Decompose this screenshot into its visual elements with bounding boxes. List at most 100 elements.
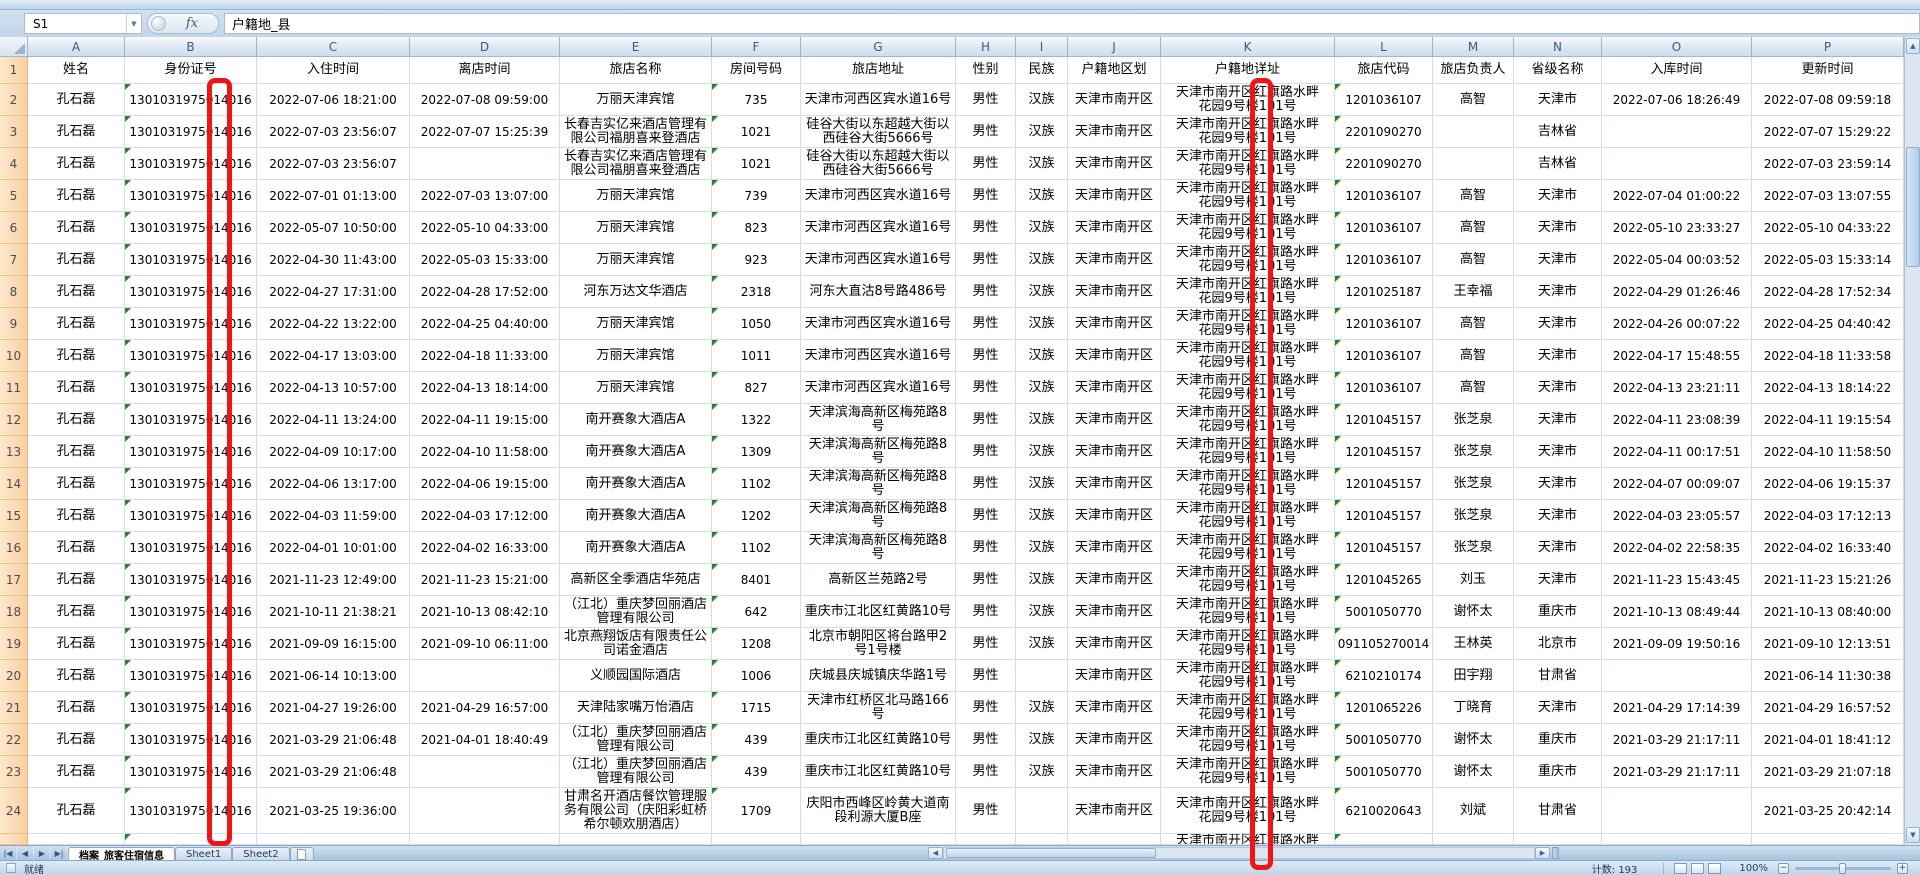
cell-C8[interactable]: 2022-04-27 17:31:00 <box>257 276 410 308</box>
cell-K20[interactable]: 天津市南开区红旗路水畔 花园9号楼101号 <box>1161 660 1335 692</box>
name-box-dropdown-icon[interactable]: ▼ <box>126 14 141 33</box>
cell-A3[interactable]: 孔石磊 <box>28 116 125 148</box>
cell-K24[interactable]: 天津市南开区红旗路水畔 花园9号楼101号 <box>1161 788 1335 834</box>
cell-E22[interactable]: （江北）重庆梦回丽酒店管理有限公司 <box>560 724 712 756</box>
cell-B8[interactable]: 1301031975014016 <box>125 276 257 308</box>
cell-D1[interactable]: 离店时间 <box>410 57 560 84</box>
cell-O19[interactable]: 2021-09-09 19:50:16 <box>1602 628 1752 660</box>
cell-N7[interactable]: 天津市 <box>1514 244 1602 276</box>
cell-N18[interactable]: 重庆市 <box>1514 596 1602 628</box>
cell-J21[interactable]: 天津市南开区 <box>1068 692 1161 724</box>
cell-D6[interactable]: 2022-05-10 04:33:00 <box>410 212 560 244</box>
cell-I7[interactable]: 汉族 <box>1016 244 1068 276</box>
cell-M21[interactable]: 丁晓育 <box>1433 692 1514 724</box>
cell-H7[interactable]: 男性 <box>956 244 1016 276</box>
cell-G14[interactable]: 天津滨海高新区梅苑路8号 <box>801 468 956 500</box>
cell-B12[interactable]: 1301031975014016 <box>125 404 257 436</box>
cell-O12[interactable]: 2022-04-11 23:08:39 <box>1602 404 1752 436</box>
cell-P16[interactable]: 2022-04-02 16:33:40 <box>1752 532 1904 564</box>
cell-F11[interactable]: 827 <box>712 372 801 404</box>
cell-G19[interactable]: 北京市朝阳区将台路甲2号1号楼 <box>801 628 956 660</box>
column-header-N[interactable]: N <box>1514 37 1602 57</box>
cell-N2[interactable]: 天津市 <box>1514 84 1602 116</box>
cell-A12[interactable]: 孔石磊 <box>28 404 125 436</box>
cell-B20[interactable]: 1301031975014016 <box>125 660 257 692</box>
cell-H14[interactable]: 男性 <box>956 468 1016 500</box>
cell-C4[interactable]: 2022-07-03 23:56:07 <box>257 148 410 180</box>
cell-G21[interactable]: 天津市红桥区北马路166号 <box>801 692 956 724</box>
cell-I12[interactable]: 汉族 <box>1016 404 1068 436</box>
cell-F12[interactable]: 1322 <box>712 404 801 436</box>
cell-B1[interactable]: 身份证号 <box>125 57 257 84</box>
cell-B9[interactable]: 1301031975014016 <box>125 308 257 340</box>
cell-F23[interactable]: 439 <box>712 756 801 788</box>
row-header-12[interactable]: 12 <box>0 404 28 436</box>
cell-K8[interactable]: 天津市南开区红旗路水畔 花园9号楼101号 <box>1161 276 1335 308</box>
cell-G17[interactable]: 高新区兰苑路2号 <box>801 564 956 596</box>
cell-K2[interactable]: 天津市南开区红旗路水畔 花园9号楼101号 <box>1161 84 1335 116</box>
cell-M8[interactable]: 王幸福 <box>1433 276 1514 308</box>
cell-L13[interactable]: 1201045157 <box>1335 436 1433 468</box>
cell-C25[interactable] <box>257 834 410 845</box>
cell-A4[interactable]: 孔石磊 <box>28 148 125 180</box>
column-header-I[interactable]: I <box>1016 37 1068 57</box>
cell-K14[interactable]: 天津市南开区红旗路水畔 花园9号楼101号 <box>1161 468 1335 500</box>
cell-I21[interactable]: 汉族 <box>1016 692 1068 724</box>
cell-O16[interactable]: 2022-04-02 22:58:35 <box>1602 532 1752 564</box>
row-header-3[interactable]: 3 <box>0 116 28 148</box>
cell-M12[interactable]: 张芝泉 <box>1433 404 1514 436</box>
cell-D16[interactable]: 2022-04-02 16:33:00 <box>410 532 560 564</box>
cell-F19[interactable]: 1208 <box>712 628 801 660</box>
cell-O4[interactable] <box>1602 148 1752 180</box>
cell-G7[interactable]: 天津市河西区宾水道16号 <box>801 244 956 276</box>
cell-O7[interactable]: 2022-05-04 00:03:52 <box>1602 244 1752 276</box>
cell-L4[interactable]: 2201090270 <box>1335 148 1433 180</box>
cell-L1[interactable]: 旅店代码 <box>1335 57 1433 84</box>
row-header-20[interactable]: 20 <box>0 660 28 692</box>
cell-A20[interactable]: 孔石磊 <box>28 660 125 692</box>
cell-I6[interactable]: 汉族 <box>1016 212 1068 244</box>
cell-K19[interactable]: 天津市南开区红旗路水畔 花园9号楼101号 <box>1161 628 1335 660</box>
cell-G5[interactable]: 天津市河西区宾水道16号 <box>801 180 956 212</box>
column-header-B[interactable]: B <box>125 37 257 57</box>
cell-I2[interactable]: 汉族 <box>1016 84 1068 116</box>
cell-D23[interactable] <box>410 756 560 788</box>
cell-B25[interactable] <box>125 834 257 845</box>
sheet-tab-sheet2[interactable]: Sheet2 <box>232 847 290 860</box>
cell-K17[interactable]: 天津市南开区红旗路水畔 花园9号楼101号 <box>1161 564 1335 596</box>
cell-P9[interactable]: 2022-04-25 04:40:42 <box>1752 308 1904 340</box>
cell-P6[interactable]: 2022-05-10 04:33:22 <box>1752 212 1904 244</box>
last-sheet-button[interactable]: ▶| <box>51 846 68 860</box>
cell-I1[interactable]: 民族 <box>1016 57 1068 84</box>
cell-M10[interactable]: 高智 <box>1433 340 1514 372</box>
cell-K18[interactable]: 天津市南开区红旗路水畔 花园9号楼101号 <box>1161 596 1335 628</box>
cell-A19[interactable]: 孔石磊 <box>28 628 125 660</box>
horizontal-scroll-thumb[interactable] <box>946 847 1156 858</box>
insert-function-button[interactable]: fx <box>147 13 219 34</box>
formula-input[interactable]: 户籍地_县 <box>224 13 1920 34</box>
cell-F9[interactable]: 1050 <box>712 308 801 340</box>
cell-M6[interactable]: 高智 <box>1433 212 1514 244</box>
cell-F17[interactable]: 8401 <box>712 564 801 596</box>
cell-N21[interactable]: 天津市 <box>1514 692 1602 724</box>
cell-P17[interactable]: 2021-11-23 15:21:26 <box>1752 564 1904 596</box>
zoom-in-button[interactable]: + <box>1897 862 1908 874</box>
cell-N20[interactable]: 甘肃省 <box>1514 660 1602 692</box>
cell-B3[interactable]: 1301031975014016 <box>125 116 257 148</box>
cell-A25[interactable] <box>28 834 125 845</box>
cell-E12[interactable]: 南开赛象大酒店A <box>560 404 712 436</box>
cell-B10[interactable]: 1301031975014016 <box>125 340 257 372</box>
cell-H13[interactable]: 男性 <box>956 436 1016 468</box>
cell-K23[interactable]: 天津市南开区红旗路水畔 花园9号楼101号 <box>1161 756 1335 788</box>
row-header-23[interactable]: 23 <box>0 756 28 788</box>
cell-L9[interactable]: 1201036107 <box>1335 308 1433 340</box>
cell-F20[interactable]: 1006 <box>712 660 801 692</box>
cell-P5[interactable]: 2022-07-03 13:07:55 <box>1752 180 1904 212</box>
cell-H22[interactable]: 男性 <box>956 724 1016 756</box>
row-header-1[interactable]: 1 <box>0 57 28 84</box>
cell-J23[interactable]: 天津市南开区 <box>1068 756 1161 788</box>
cell-C21[interactable]: 2021-04-27 19:26:00 <box>257 692 410 724</box>
column-header-E[interactable]: E <box>560 37 712 57</box>
cell-K25[interactable]: 天津市南开区红旗路水畔 <box>1161 834 1335 845</box>
cell-P20[interactable]: 2021-06-14 11:30:38 <box>1752 660 1904 692</box>
